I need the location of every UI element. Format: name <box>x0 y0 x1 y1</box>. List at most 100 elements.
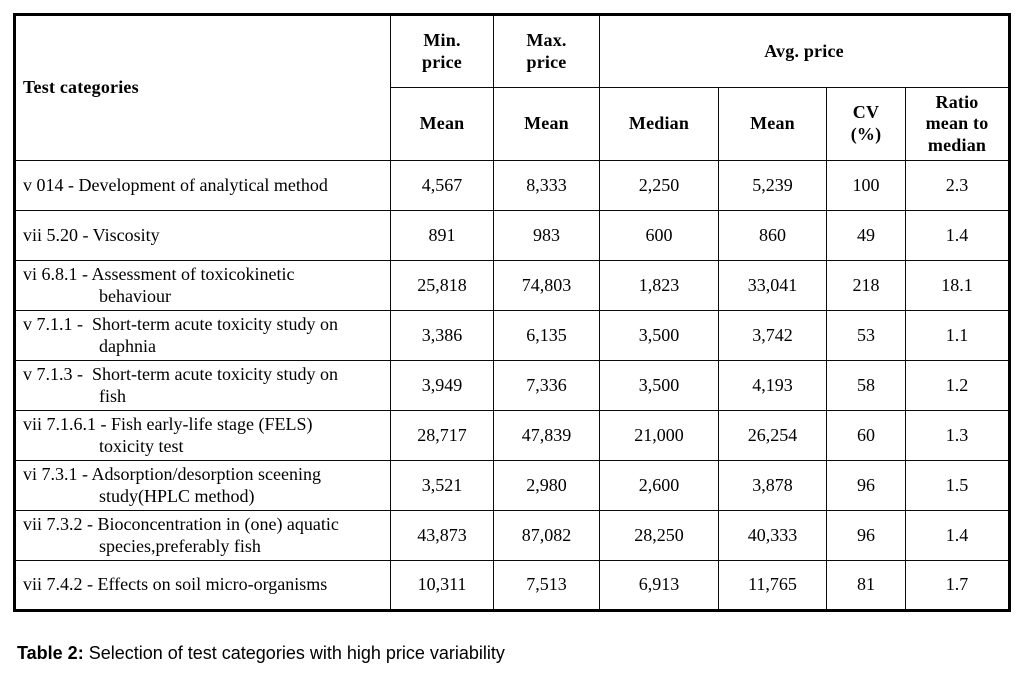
category-cell: vii 7.3.2 - Bioconcentration in (one) aq… <box>14 510 391 561</box>
category-line-1: vii 7.1.6.1 - Fish early-life stage (FEL… <box>23 413 313 434</box>
table-body: v 014 - Development of analytical method… <box>14 160 1011 611</box>
category-line-2: behaviour <box>99 285 171 306</box>
avg-price-mean-cell: 3,878 <box>718 460 827 511</box>
max-price-mean-cell: 7,513 <box>493 560 600 611</box>
avg-price-mean-cell: 860 <box>718 210 827 261</box>
category-line-2: study(HPLC method) <box>99 485 255 506</box>
col-header-test-categories: Test categories <box>14 14 391 161</box>
category-line-2: toxicity test <box>99 435 184 456</box>
category-line-2: species,preferably fish <box>99 535 261 556</box>
category-cell: vii 7.4.2 - Effects on soil micro-organi… <box>14 560 391 611</box>
ratio-mean-to-median-cell: 1.7 <box>904 560 1011 611</box>
category-line-1: v 7.1.1 - Short-term acute toxicity stud… <box>23 313 338 334</box>
cv-percent-cell: 53 <box>826 310 906 361</box>
ratio-mean-to-median-cell: 1.2 <box>904 360 1011 411</box>
category-line-1: vii 7.4.2 - Effects on soil micro-organi… <box>23 574 328 595</box>
category-cell: vi 6.8.1 - Assessment of toxicokinetic b… <box>14 260 391 311</box>
category-line-1: vi 6.8.1 - Assessment of toxicokinetic <box>23 263 295 284</box>
min-price-mean-cell: 28,717 <box>390 410 494 461</box>
table-caption-label: Table 2: <box>17 643 84 663</box>
category-line-1: v 7.1.3 - Short-term acute toxicity stud… <box>23 363 338 384</box>
cv-percent-cell: 60 <box>826 410 906 461</box>
category-line-1: vii 5.20 - Viscosity <box>23 224 160 245</box>
header-row-sub: Mean Mean Median Mean CV (%) Ratio mean … <box>15 87 1011 161</box>
table-row: v 7.1.1 - Short-term acute toxicity stud… <box>14 310 1011 361</box>
avg-price-median-cell: 28,250 <box>599 510 719 561</box>
cv-percent-cell: 58 <box>826 360 906 411</box>
price-variability-table: Test categories Min. price Max. price Av… <box>13 13 1012 612</box>
category-line-1: vii 7.3.2 - Bioconcentration in (one) aq… <box>23 513 339 534</box>
avg-price-median-cell: 3,500 <box>599 360 719 411</box>
ratio-mean-to-median-cell: 1.4 <box>904 210 1011 261</box>
table-caption-text: Selection of test categories with high p… <box>88 643 505 663</box>
category-line-1: v 014 - Development of analytical method <box>23 174 328 195</box>
ratio-mean-to-median-cell: 2.3 <box>904 160 1011 211</box>
avg-price-median-cell: 21,000 <box>599 410 719 461</box>
category-cell: vii 7.1.6.1 - Fish early-life stage (FEL… <box>14 410 391 461</box>
cv-percent-cell: 100 <box>826 160 906 211</box>
col-subheader-ratio: Ratio mean to median <box>904 87 1011 161</box>
max-price-mean-cell: 2,980 <box>493 460 600 511</box>
cv-percent-cell: 49 <box>826 210 906 261</box>
table-row: v 014 - Development of analytical method… <box>14 160 1011 211</box>
table-row: vii 7.3.2 - Bioconcentration in (one) aq… <box>14 510 1011 561</box>
category-cell: vii 5.20 - Viscosity <box>14 210 391 261</box>
ratio-mean-to-median-cell: 18.1 <box>904 260 1011 311</box>
min-price-mean-cell: 43,873 <box>390 510 494 561</box>
category-cell: v 7.1.3 - Short-term acute toxicity stud… <box>14 360 391 411</box>
min-price-mean-cell: 10,311 <box>390 560 494 611</box>
col-subheader-max-mean: Mean <box>493 87 600 161</box>
avg-price-mean-cell: 5,239 <box>718 160 827 211</box>
table-row: vii 7.1.6.1 - Fish early-life stage (FEL… <box>14 410 1011 461</box>
avg-price-median-cell: 600 <box>599 210 719 261</box>
avg-price-mean-cell: 40,333 <box>718 510 827 561</box>
max-price-mean-cell: 74,803 <box>493 260 600 311</box>
category-line-2: fish <box>99 385 126 406</box>
min-price-mean-cell: 3,386 <box>390 310 494 361</box>
category-line-2: daphnia <box>99 335 156 356</box>
table-row: vi 7.3.1 - Adsorption/desorption sceenin… <box>14 460 1011 511</box>
ratio-mean-to-median-cell: 1.1 <box>904 310 1011 361</box>
col-subheader-cv: CV (%) <box>826 87 906 161</box>
avg-price-mean-cell: 11,765 <box>718 560 827 611</box>
ratio-mean-to-median-cell: 1.5 <box>904 460 1011 511</box>
avg-price-median-cell: 2,250 <box>599 160 719 211</box>
table-row: vii 7.4.2 - Effects on soil micro-organi… <box>14 560 1011 611</box>
category-cell: v 014 - Development of analytical method <box>14 160 391 211</box>
col-subheader-median: Median <box>599 87 719 161</box>
avg-price-median-cell: 6,913 <box>599 560 719 611</box>
table-row: vii 5.20 - Viscosity 891 983 600 860 49 … <box>14 210 1011 261</box>
avg-price-median-cell: 3,500 <box>599 310 719 361</box>
avg-price-mean-cell: 4,193 <box>718 360 827 411</box>
cv-percent-cell: 81 <box>826 560 906 611</box>
category-cell: vi 7.3.1 - Adsorption/desorption sceenin… <box>14 460 391 511</box>
cv-percent-cell: 96 <box>826 460 906 511</box>
table-row: v 7.1.3 - Short-term acute toxicity stud… <box>14 360 1011 411</box>
ratio-mean-to-median-cell: 1.4 <box>904 510 1011 561</box>
category-cell: v 7.1.1 - Short-term acute toxicity stud… <box>14 310 391 361</box>
avg-price-median-cell: 2,600 <box>599 460 719 511</box>
table-caption: Table 2: Selection of test categories wi… <box>17 643 505 664</box>
table-header: Test categories Min. price Max. price Av… <box>14 14 1011 161</box>
min-price-mean-cell: 3,521 <box>390 460 494 511</box>
table-row: vi 6.8.1 - Assessment of toxicokinetic b… <box>14 260 1011 311</box>
cv-percent-cell: 96 <box>826 510 906 561</box>
avg-price-mean-cell: 3,742 <box>718 310 827 361</box>
max-price-mean-cell: 6,135 <box>493 310 600 361</box>
min-price-mean-cell: 25,818 <box>390 260 494 311</box>
max-price-mean-cell: 983 <box>493 210 600 261</box>
max-price-mean-cell: 8,333 <box>493 160 600 211</box>
col-header-avg-price: Avg. price <box>598 14 1011 88</box>
max-price-mean-cell: 47,839 <box>493 410 600 461</box>
avg-price-mean-cell: 26,254 <box>718 410 827 461</box>
category-line-1: vi 7.3.1 - Adsorption/desorption sceenin… <box>23 463 321 484</box>
max-price-mean-cell: 87,082 <box>493 510 600 561</box>
col-subheader-min-mean: Mean <box>390 87 494 161</box>
min-price-mean-cell: 3,949 <box>390 360 494 411</box>
min-price-mean-cell: 4,567 <box>390 160 494 211</box>
col-header-min-price: Min. price <box>390 14 494 88</box>
col-header-max-price: Max. price <box>493 14 600 88</box>
avg-price-median-cell: 1,823 <box>599 260 719 311</box>
ratio-mean-to-median-cell: 1.3 <box>904 410 1011 461</box>
